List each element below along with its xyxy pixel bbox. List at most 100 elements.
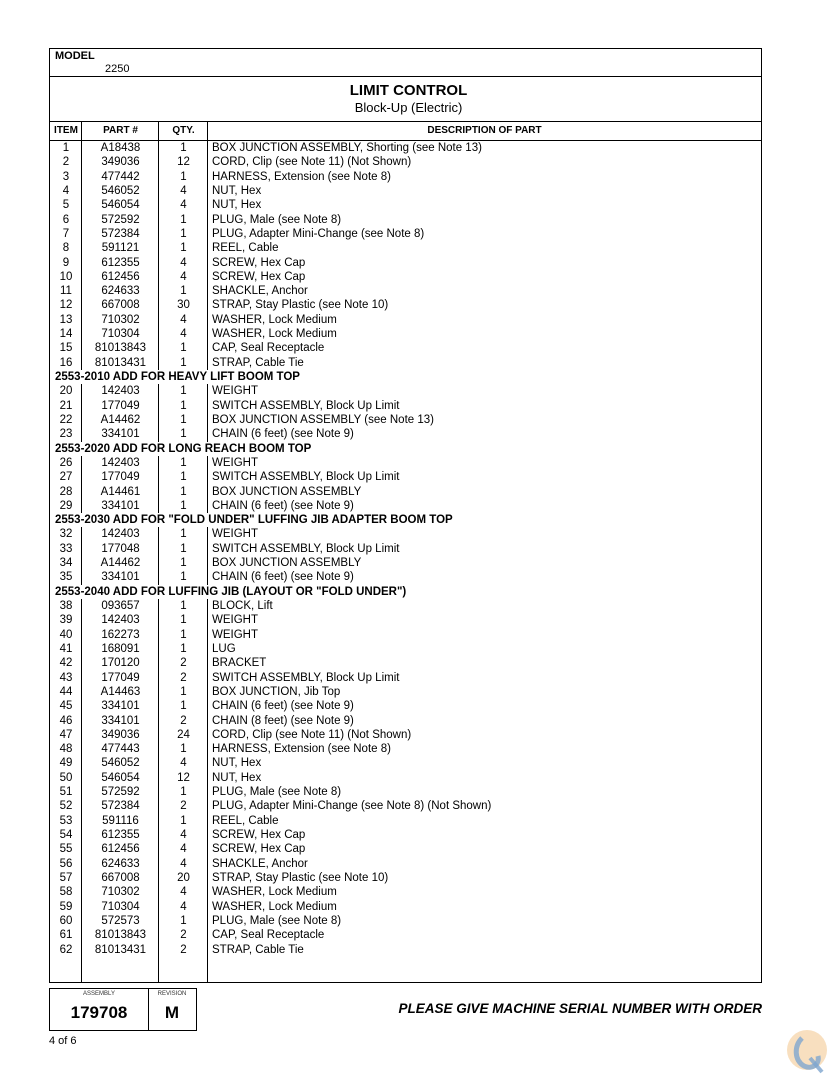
page-subtitle: Block-Up (Electric) [354, 100, 463, 115]
item-number: 55 [59, 843, 73, 856]
part-number: 710302 [101, 313, 140, 326]
part-number: A14463 [100, 685, 141, 698]
description: PLUG, Male (see Note 8) [212, 914, 342, 927]
table-row: 5 546054 4 NUT, Hex [50, 198, 761, 212]
quantity: 1 [180, 285, 187, 298]
item-number: 11 [60, 285, 72, 298]
part-number: A14462 [100, 557, 141, 570]
table-row: 3 477442 1 HARNESS, Extension (see Note 8) [50, 170, 761, 184]
quantity: 4 [180, 900, 187, 913]
description: CHAIN (8 feet) (see Note 9) [212, 714, 354, 727]
description: STRAP, Cable Tie [212, 943, 304, 956]
quantity: 1 [180, 385, 187, 398]
quantity: 2 [180, 657, 187, 670]
quantity: 1 [180, 814, 187, 827]
column-header-part: PART # [103, 125, 138, 136]
description: HARNESS, Extension (see Note 8) [212, 170, 391, 183]
item-number: 34 [59, 557, 73, 570]
description: HARNESS, Extension (see Note 8) [212, 743, 391, 756]
table-row: 43 177049 2 SWITCH ASSEMBLY, Block Up Limit [50, 671, 761, 685]
item-number: 50 [59, 771, 73, 784]
item-number: 49 [59, 757, 73, 770]
description: PLUG, Adapter Mini-Change (see Note 8) (… [212, 800, 492, 813]
table-row: 51 572592 1 PLUG, Male (see Note 8) [50, 785, 761, 799]
description: SWITCH ASSEMBLY, Block Up Limit [212, 671, 400, 684]
assembly-number: 179708 [70, 1003, 128, 1022]
item-number: 39 [59, 614, 73, 627]
description: SCREW, Hex Cap [212, 829, 306, 841]
part-number: 546052 [101, 184, 140, 197]
model-value: 2250 [105, 63, 130, 75]
table-row: 33 177048 1 SWITCH ASSEMBLY, Block Up Limit [50, 542, 761, 556]
description: SCREW, Hex Cap [212, 270, 306, 283]
part-number: 612456 [101, 270, 140, 283]
item-number: 40 [59, 628, 73, 641]
quantity: 4 [180, 256, 187, 269]
quantity: 1 [180, 428, 187, 441]
section-title: 2553-2040 ADD FOR LUFFING JIB (LAYOUT OR… [55, 585, 407, 598]
item-number: 60 [59, 914, 73, 927]
table-row: 16 81013431 1 STRAP, Cable Tie [50, 356, 761, 370]
page-number: 4 of 6 [49, 1035, 77, 1047]
description: PLUG, Male (see Note 8) [212, 213, 342, 226]
part-number: 572384 [101, 800, 140, 813]
item-number: 32 [59, 528, 73, 541]
quantity: 12 [177, 156, 190, 169]
description: CORD, Clip (see Note 11) (Not Shown) [212, 156, 412, 169]
part-number: 093657 [101, 600, 140, 612]
description: REEL, Cable [212, 242, 279, 255]
table-row: 34 A14462 1 BOX JUNCTION ASSEMBLY [50, 556, 761, 570]
section-title: 2553-2010 ADD FOR HEAVY LIFT BOOM TOP [55, 371, 300, 383]
description: BOX JUNCTION, Jib Top [212, 685, 341, 698]
quantity: 1 [180, 685, 187, 698]
description: SWITCH ASSEMBLY, Block Up Limit [212, 399, 400, 412]
description: SCREW, Hex Cap [212, 256, 306, 269]
item-number: 59 [59, 900, 73, 913]
watermark-logo-icon [787, 1030, 827, 1074]
item-number: 33 [59, 542, 73, 555]
table-row: 7 572384 1 PLUG, Adapter Mini-Change (see N… [50, 227, 761, 241]
part-number: 81013843 [94, 929, 147, 942]
item-number: 7 [62, 227, 70, 240]
column-divider [158, 122, 159, 982]
description: WEIGHT [212, 614, 258, 627]
part-number: 546052 [101, 757, 140, 770]
item-number: 23 [59, 428, 73, 441]
table-row: 11 624633 1 SHACKLE, Anchor [50, 284, 761, 298]
table-row: 55 612456 4 SCREW, Hex Cap [50, 842, 761, 856]
part-number: 477442 [101, 170, 140, 183]
quantity: 4 [180, 843, 187, 856]
part-number: 334101 [101, 428, 140, 441]
parts-table-body: 1 A18438 1 BOX JUNCTION ASSEMBLY, Shorting … [50, 141, 761, 957]
item-number: 5 [62, 199, 70, 212]
description: STRAP, Stay Plastic (see Note 10) [212, 299, 389, 312]
quantity: 4 [180, 184, 187, 197]
part-number: 572592 [101, 213, 140, 226]
table-row: 9 612355 4 SCREW, Hex Cap [50, 256, 761, 270]
item-number: 53 [59, 814, 73, 827]
description: NUT, Hex [212, 184, 262, 197]
table-row: 48 477443 1 HARNESS, Extension (see Note 8) [50, 742, 761, 756]
table-row: 21 177049 1 SWITCH ASSEMBLY, Block Up Limit [50, 399, 761, 413]
item-number: 21 [59, 399, 73, 412]
description: CHAIN (6 feet) (see Note 9) [212, 700, 354, 713]
table-row: 22 A14462 1 BOX JUNCTION ASSEMBLY (see Note… [50, 413, 761, 427]
description: CHAIN (6 feet) (see Note 9) [212, 499, 354, 512]
description: LUG [212, 642, 236, 655]
quantity: 1 [180, 743, 187, 756]
quantity: 2 [180, 800, 187, 813]
table-row: 10 612456 4 SCREW, Hex Cap [50, 270, 761, 284]
quantity: 2 [180, 929, 187, 942]
column-header-item: ITEM [54, 125, 78, 136]
item-number: 51 [59, 786, 73, 799]
description: WASHER, Lock Medium [212, 886, 337, 899]
part-number: 334101 [101, 571, 140, 584]
part-number: 612456 [101, 843, 140, 856]
item-number: 2 [62, 156, 70, 169]
item-number: 41 [59, 642, 73, 655]
quantity: 1 [180, 600, 187, 612]
description: CAP, Seal Receptacle [212, 342, 325, 355]
item-number: 6 [62, 213, 70, 226]
item-number: 58 [59, 886, 73, 899]
part-number: 710304 [101, 900, 140, 913]
